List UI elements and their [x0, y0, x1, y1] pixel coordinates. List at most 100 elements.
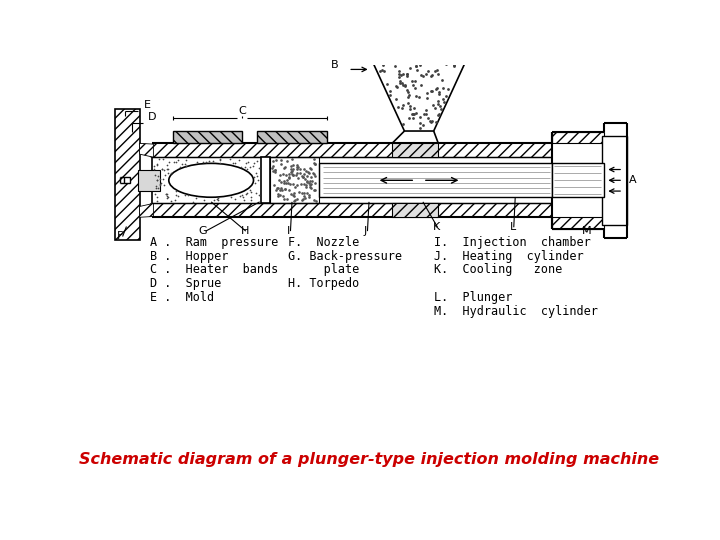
Point — [408, 110, 419, 119]
Point — [148, 162, 160, 171]
Point — [448, 62, 459, 70]
Point — [161, 190, 173, 198]
Point — [163, 157, 175, 166]
Point — [443, 85, 454, 94]
Point — [180, 156, 192, 165]
Text: L: L — [510, 221, 516, 232]
Point — [160, 171, 171, 179]
Point — [402, 99, 413, 107]
Point — [409, 56, 420, 65]
Bar — [173, 131, 242, 143]
Point — [433, 88, 445, 97]
Point — [422, 113, 433, 122]
Point — [176, 160, 188, 168]
Point — [408, 104, 420, 112]
Point — [249, 178, 261, 187]
Point — [430, 118, 441, 126]
Bar — [138, 170, 160, 191]
Text: J.  Heating  cylinder: J. Heating cylinder — [434, 249, 584, 262]
Text: E: E — [144, 100, 151, 110]
Point — [438, 84, 449, 92]
Point — [382, 79, 393, 88]
Point — [428, 101, 439, 110]
Point — [390, 95, 402, 104]
Point — [230, 194, 241, 203]
Point — [402, 72, 413, 80]
Point — [403, 113, 415, 122]
Point — [212, 195, 223, 204]
Text: M: M — [582, 226, 591, 236]
Point — [404, 91, 415, 99]
Point — [417, 120, 428, 129]
Point — [411, 66, 423, 75]
Point — [190, 193, 202, 202]
Point — [236, 191, 248, 199]
Point — [169, 195, 181, 204]
Point — [166, 168, 177, 177]
Bar — [603, 136, 627, 225]
Point — [151, 176, 163, 185]
Point — [420, 109, 432, 118]
Text: A: A — [629, 176, 636, 185]
Point — [161, 194, 173, 202]
Point — [409, 77, 420, 85]
Point — [380, 59, 392, 68]
Point — [401, 85, 413, 94]
Point — [248, 173, 260, 181]
Point — [414, 93, 426, 102]
Point — [150, 181, 162, 190]
Point — [239, 163, 251, 172]
Point — [430, 85, 441, 93]
Point — [252, 172, 264, 181]
Point — [410, 62, 422, 71]
Point — [162, 169, 174, 178]
Polygon shape — [369, 54, 469, 131]
Point — [242, 158, 253, 167]
Point — [170, 158, 181, 167]
Point — [241, 165, 253, 173]
Text: B .  Hopper: B . Hopper — [150, 249, 228, 262]
Point — [415, 70, 427, 79]
Point — [151, 176, 163, 184]
Point — [402, 88, 413, 97]
Text: K.  Cooling   zone: K. Cooling zone — [434, 264, 563, 276]
Point — [384, 90, 395, 99]
Point — [394, 77, 405, 85]
Point — [433, 90, 445, 99]
Point — [248, 161, 259, 170]
Point — [414, 112, 426, 121]
Point — [244, 186, 256, 194]
Text: plate: plate — [288, 264, 359, 276]
Point — [394, 70, 405, 78]
Text: K: K — [433, 221, 440, 232]
Point — [427, 87, 438, 96]
Point — [155, 179, 166, 187]
Point — [414, 124, 426, 132]
Point — [420, 70, 431, 79]
Point — [240, 190, 252, 198]
Point — [148, 165, 160, 174]
Point — [174, 163, 186, 171]
Point — [151, 161, 163, 170]
Point — [153, 154, 165, 163]
Point — [414, 119, 426, 127]
Point — [397, 70, 409, 78]
Point — [209, 196, 220, 205]
Text: G. Back-pressure: G. Back-pressure — [288, 249, 402, 262]
Point — [421, 89, 433, 98]
Point — [225, 193, 237, 201]
Text: I: I — [287, 226, 290, 236]
Point — [425, 86, 436, 95]
Point — [161, 190, 172, 199]
Point — [152, 172, 163, 181]
Point — [410, 92, 422, 100]
Point — [161, 192, 173, 200]
Point — [395, 71, 407, 80]
Point — [389, 55, 400, 64]
Point — [449, 61, 460, 70]
Point — [198, 196, 210, 205]
Point — [436, 58, 448, 66]
Point — [423, 53, 435, 62]
Point — [203, 157, 215, 165]
Point — [227, 159, 238, 167]
